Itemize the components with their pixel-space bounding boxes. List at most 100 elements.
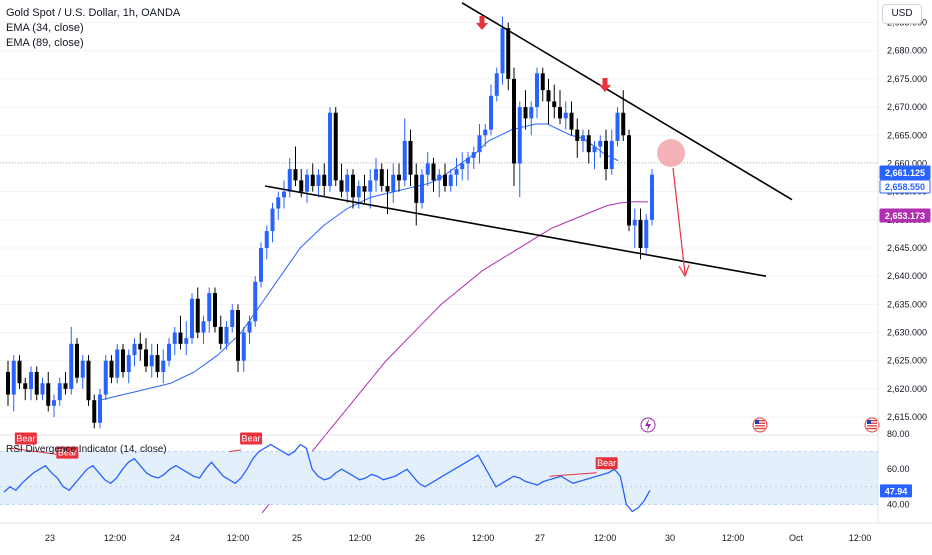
candle-body: [627, 135, 631, 226]
price-tick-label: 2,670.000: [887, 102, 927, 112]
price-label-bg: [879, 179, 931, 194]
ema-long-label[interactable]: EMA (89, close): [6, 37, 84, 49]
candle-body: [218, 326, 223, 344]
ema-short-label[interactable]: EMA (34, close): [6, 22, 84, 34]
candle-body: [69, 343, 74, 389]
price-label-text: 2,661.125: [885, 168, 925, 178]
candle-body: [6, 372, 10, 395]
bear-label: Bear: [240, 432, 263, 445]
bear-label-text: Bear: [58, 448, 77, 458]
main-grid: [0, 22, 878, 418]
bear-label-text: Bear: [597, 458, 616, 468]
candle-body: [523, 107, 528, 119]
time-tick-label: 12:00: [227, 533, 250, 543]
candle-body: [339, 180, 344, 192]
candle-body: [558, 107, 562, 119]
candle-body: [253, 281, 258, 322]
candle-body: [17, 360, 22, 384]
rsi-current-bg: [880, 484, 912, 498]
candle-body: [276, 197, 281, 209]
candle-body: [46, 383, 51, 406]
bear-label-bg: [14, 432, 37, 445]
candle-body: [425, 163, 430, 175]
candle-body: [264, 231, 269, 248]
candle-body: [316, 174, 321, 186]
candle-body: [454, 169, 459, 175]
candle-body: [586, 135, 591, 153]
price-label-tag: 2,661.125: [879, 165, 931, 180]
flag-stripe: [755, 422, 765, 424]
candle-body: [362, 186, 367, 192]
divergence-line: [549, 472, 597, 477]
rsi-tick-label: 60.00: [887, 464, 910, 474]
upper-trendline: [461, 2, 793, 201]
projection-arrow-line: [672, 167, 686, 275]
price-tick-label: 2,635.000: [887, 299, 927, 309]
currency-button[interactable]: USD: [882, 4, 922, 24]
arrow-shaft: [602, 78, 608, 85]
candle-body: [345, 174, 350, 192]
time-tick-label: 25: [292, 533, 302, 543]
time-tick-label: 12:00: [594, 533, 617, 543]
candle-body: [121, 349, 125, 372]
candle-body: [512, 78, 516, 164]
candle-body: [644, 219, 649, 248]
chart-legend: Gold Spot / U.S. Dollar, 1h, OANDA EMA (…: [6, 6, 180, 51]
time-tick-label: 27: [535, 533, 545, 543]
candle-body: [40, 383, 45, 395]
rsi-title[interactable]: RSI Divergence Indicator (14, close): [6, 444, 167, 455]
candle-body: [259, 248, 263, 282]
ema34-line: [99, 123, 619, 401]
candle-body: [224, 326, 229, 344]
symbol-title[interactable]: Gold Spot / U.S. Dollar, 1h, OANDA: [6, 7, 181, 19]
time-tick-label: 26: [415, 533, 425, 543]
candle-body: [351, 174, 355, 198]
rsi-current-text: 47.94: [885, 486, 908, 496]
candle-body: [506, 28, 511, 79]
candle-body: [529, 107, 534, 119]
flag-stripe: [755, 425, 765, 427]
candle-body: [356, 186, 361, 198]
candle-body: [552, 101, 557, 108]
bear-label-bg: [56, 446, 79, 459]
candle-body: [563, 112, 568, 119]
time-tick-label: 12:00: [849, 533, 872, 543]
lower-trendline: [264, 185, 767, 277]
rsi-tick-label: 40.00: [887, 499, 910, 509]
candle-body: [322, 174, 327, 186]
price-tick-label: 2,680.000: [887, 46, 927, 56]
candle-body: [408, 140, 413, 175]
candle-body: [172, 332, 177, 344]
candle-body: [615, 112, 620, 141]
time-tick-label: 24: [170, 533, 180, 543]
candle-body: [149, 355, 154, 367]
candle-body: [63, 383, 68, 389]
candle-body: [621, 112, 626, 136]
candle-body: [333, 112, 338, 181]
candle-body: [287, 169, 292, 192]
candle-body: [368, 180, 373, 192]
bear-label-text: Bear: [16, 434, 35, 444]
flag-stripe: [755, 420, 765, 422]
candle-body: [443, 174, 447, 186]
us-flag-icon: [864, 417, 880, 433]
price-label-text: 2,653.173: [885, 211, 925, 221]
candle-body: [115, 349, 120, 378]
candle-body: [52, 400, 56, 406]
candle-body: [535, 73, 539, 108]
flag-canton: [867, 420, 871, 424]
time-tick-label: Oct: [789, 533, 804, 543]
price-tick-label: 2,665.000: [887, 130, 927, 140]
rsi-current-tag: 47.94: [880, 484, 912, 498]
price-tick-label: 2,630.000: [887, 328, 927, 338]
price-label-tag: 2,658.550: [879, 179, 931, 194]
candle-body: [431, 163, 436, 181]
flag-canton: [755, 420, 759, 424]
ema89-line: [261, 201, 649, 514]
candle-body: [391, 174, 396, 192]
price-tick-label: 2,615.000: [887, 412, 927, 422]
price-tick-label: 2,645.000: [887, 243, 927, 253]
flag-stripe: [755, 427, 765, 430]
